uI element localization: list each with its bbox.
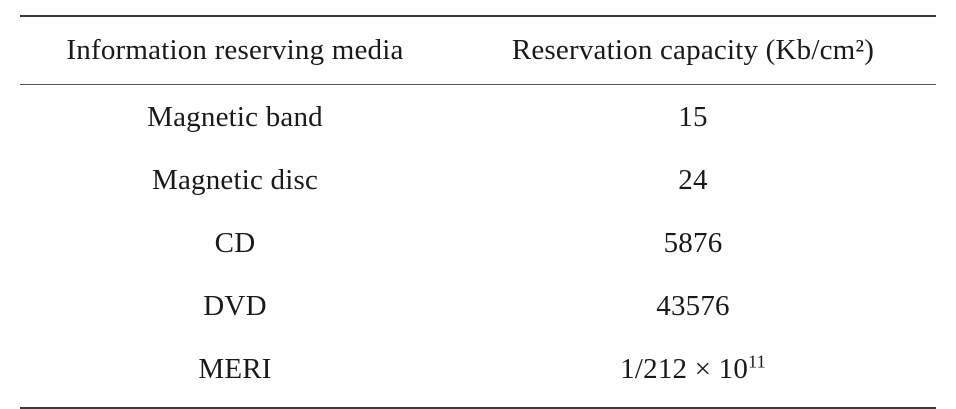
cell-capacity: 24 <box>678 164 708 196</box>
table-header-rule <box>20 84 936 85</box>
capacity-exponent: 11 <box>748 351 766 372</box>
table-header-row: Information reserving media Reservation … <box>20 17 936 84</box>
table-row: Magnetic band 15 <box>20 85 936 149</box>
table-row: DVD 43576 <box>20 275 936 338</box>
cell-media: Magnetic band <box>147 100 323 133</box>
data-table: Information reserving media Reservation … <box>20 15 936 409</box>
cell-capacity: 43576 <box>656 290 730 322</box>
cell-media: DVD <box>203 290 267 322</box>
header-capacity: Reservation capacity (Kb/cm²) <box>511 34 875 66</box>
cell-media: CD <box>214 227 256 259</box>
table-row: CD 5876 <box>20 212 936 275</box>
table-top-rule <box>20 15 936 17</box>
capacity-base: 1/212 × 10 <box>620 353 749 385</box>
cell-capacity: 15 <box>678 100 708 133</box>
table-row: Magnetic disc 24 <box>20 149 936 212</box>
table-row: MERI 1/212 × 1011 <box>20 338 936 401</box>
cell-capacity: 5876 <box>663 227 723 259</box>
cell-capacity: 1/212 × 1011 <box>450 351 936 386</box>
cell-media: MERI <box>198 353 272 385</box>
cell-media: Magnetic disc <box>151 164 319 196</box>
header-media: Information reserving media <box>66 34 404 66</box>
